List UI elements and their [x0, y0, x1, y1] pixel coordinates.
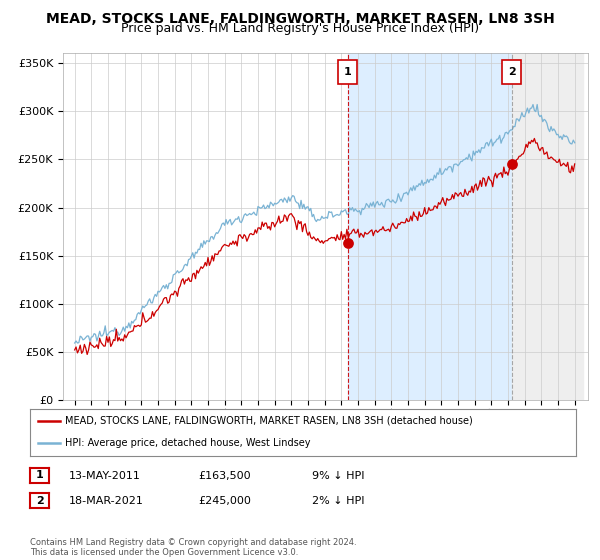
Point	[506, 160, 516, 169]
Point	[343, 238, 352, 247]
Text: 18-MAR-2021: 18-MAR-2021	[69, 496, 144, 506]
Text: Contains HM Land Registry data © Crown copyright and database right 2024.
This d: Contains HM Land Registry data © Crown c…	[30, 538, 356, 557]
Text: 1: 1	[344, 67, 352, 77]
Text: 13-MAY-2011: 13-MAY-2011	[69, 471, 141, 481]
Text: £245,000: £245,000	[198, 496, 251, 506]
Text: MEAD, STOCKS LANE, FALDINGWORTH, MARKET RASEN, LN8 3SH: MEAD, STOCKS LANE, FALDINGWORTH, MARKET …	[46, 12, 554, 26]
Text: 2: 2	[36, 496, 43, 506]
FancyBboxPatch shape	[338, 60, 357, 85]
Bar	[347, 53, 512, 400]
Text: 2% ↓ HPI: 2% ↓ HPI	[312, 496, 365, 506]
Text: MEAD, STOCKS LANE, FALDINGWORTH, MARKET RASEN, LN8 3SH (detached house): MEAD, STOCKS LANE, FALDINGWORTH, MARKET …	[65, 416, 473, 426]
Bar	[511, 53, 583, 400]
Text: 2: 2	[508, 67, 515, 77]
Text: £163,500: £163,500	[198, 471, 251, 481]
FancyBboxPatch shape	[502, 60, 521, 85]
Text: 9% ↓ HPI: 9% ↓ HPI	[312, 471, 365, 481]
Text: HPI: Average price, detached house, West Lindsey: HPI: Average price, detached house, West…	[65, 438, 311, 448]
Text: 1: 1	[36, 470, 43, 480]
Text: Price paid vs. HM Land Registry's House Price Index (HPI): Price paid vs. HM Land Registry's House …	[121, 22, 479, 35]
